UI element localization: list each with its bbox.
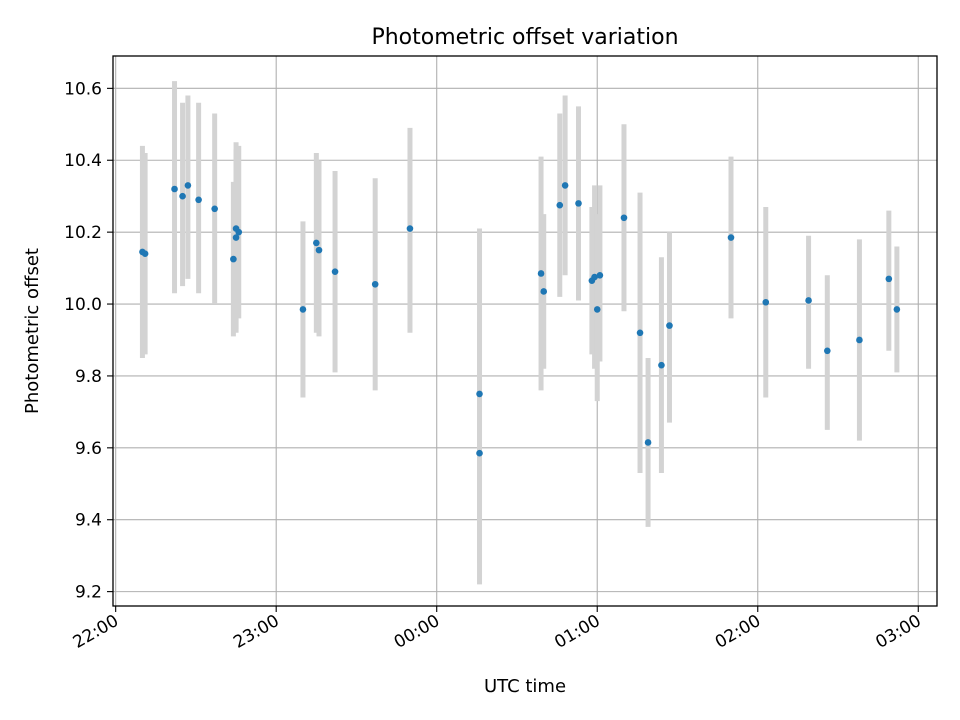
data-point [575, 200, 582, 207]
data-point [331, 268, 339, 275]
data-point [537, 270, 545, 277]
data-point [762, 298, 770, 306]
data-point [658, 361, 665, 369]
data-point [620, 214, 628, 222]
y-tick-label: 10.6 [64, 79, 102, 99]
y-tick-label: 10.2 [64, 223, 102, 243]
data-point [141, 250, 149, 258]
y-tick-label: 9.4 [75, 511, 102, 531]
data-point [885, 275, 893, 283]
data-point [371, 280, 379, 288]
data-point [636, 329, 644, 337]
plot-frame [112, 55, 938, 607]
data-point [556, 201, 564, 209]
y-tick-label: 9.8 [75, 367, 102, 387]
data-point [315, 246, 323, 254]
data-point [230, 255, 237, 263]
data-point [824, 347, 831, 355]
data-point [805, 297, 812, 304]
data-point [591, 273, 598, 281]
y-tick-label: 9.6 [75, 439, 102, 459]
data-point [232, 234, 240, 241]
y-tick-label: 9.2 [75, 583, 102, 603]
data-point [406, 225, 414, 232]
y-axis-label: Photometric offset [22, 248, 43, 414]
chart-title: Photometric offset variation [371, 25, 678, 50]
grid-layer [113, 56, 937, 606]
x-axis-label: UTC time [484, 676, 566, 697]
data-point [666, 322, 673, 329]
data-point [195, 196, 202, 204]
y-tick-label: 10.0 [64, 295, 102, 315]
data-point [893, 306, 901, 313]
data-point [235, 228, 243, 236]
data-point [184, 182, 192, 189]
y-tick-label: 10.4 [64, 151, 102, 171]
data-point [856, 336, 863, 344]
data-point [596, 271, 604, 279]
data-point [561, 182, 569, 189]
data-point [171, 185, 178, 193]
data-point [727, 234, 735, 241]
data-point [179, 192, 186, 200]
data-point [313, 239, 320, 247]
data-point [593, 306, 601, 313]
data-point [540, 288, 548, 295]
data-point [644, 439, 652, 446]
data-point [476, 390, 483, 398]
data-point [476, 449, 483, 457]
point-layer [139, 182, 901, 457]
data-point [211, 205, 218, 213]
data-point [299, 306, 307, 313]
